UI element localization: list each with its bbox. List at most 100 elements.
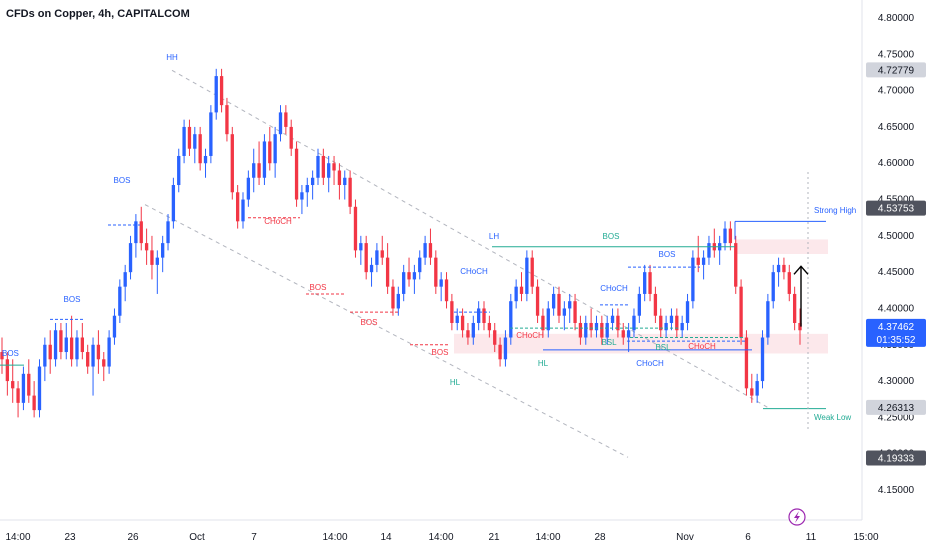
candle-body	[616, 315, 620, 331]
candle-body	[375, 250, 379, 265]
candle-body	[407, 272, 411, 280]
candle-body	[701, 257, 706, 265]
small-structure-label: BOS	[432, 348, 449, 357]
candle-body	[316, 155, 320, 178]
candle-body	[482, 308, 486, 323]
candle-body	[364, 243, 368, 273]
candle-body	[332, 163, 336, 171]
price-tag	[866, 450, 926, 466]
candle-body	[123, 272, 127, 287]
candle-body	[605, 322, 609, 338]
candle-body	[128, 243, 133, 273]
candle-body	[91, 344, 95, 367]
candle-body	[530, 257, 534, 287]
lh-label: LH	[489, 232, 499, 241]
candle-body	[723, 228, 727, 244]
candle-body	[321, 155, 326, 178]
candle-body	[541, 315, 545, 331]
candle-body	[546, 308, 550, 331]
candle-body	[503, 337, 508, 360]
candle-body	[348, 177, 352, 207]
candle-body	[578, 322, 583, 338]
candle-body	[412, 272, 417, 280]
candle-body	[16, 388, 20, 403]
small-structure-label: BSL	[601, 338, 617, 347]
x-tick-label: Oct	[189, 532, 205, 543]
small-structure-label: BSL	[655, 343, 671, 352]
candle-body	[428, 243, 433, 258]
price-tag-label: 4.19333	[878, 454, 915, 465]
candle-body	[241, 199, 245, 222]
y-tick-label: 4.30000	[878, 376, 915, 387]
candle-body	[225, 105, 229, 135]
candle-body	[166, 221, 170, 244]
candle-body	[514, 286, 518, 302]
candle-body	[610, 315, 615, 323]
candle-body	[455, 315, 459, 323]
small-structure-label: CHoCH	[688, 342, 716, 351]
candle-body	[305, 185, 309, 193]
candle-body	[707, 243, 711, 258]
price-tag	[866, 62, 926, 78]
candle-body	[423, 243, 427, 258]
candle-body	[675, 315, 679, 331]
candle-body	[219, 76, 224, 106]
candle-body	[734, 243, 738, 287]
candle-body	[562, 308, 567, 316]
candle-body	[118, 286, 122, 316]
candle-body	[59, 330, 63, 353]
candle-body	[787, 272, 791, 294]
x-tick-label: 6	[745, 532, 751, 543]
candle-body	[798, 322, 802, 331]
hh-label: HH	[166, 53, 178, 62]
candle-body	[198, 134, 202, 164]
candle-body	[782, 264, 786, 273]
weak-low-label: Weak Low	[814, 413, 851, 422]
candle-body	[385, 257, 390, 287]
candle-body	[444, 279, 449, 302]
hl-label-2: HL	[538, 359, 549, 368]
candle-body	[161, 243, 165, 258]
choch-label: CHoCH	[636, 359, 664, 368]
candle-body	[471, 322, 475, 338]
candle-body	[289, 126, 293, 149]
candle-body	[294, 148, 299, 200]
candle-body	[268, 141, 272, 164]
candle-body	[696, 257, 700, 265]
candle-body	[476, 308, 481, 323]
candle-body	[498, 344, 502, 360]
candle-body	[187, 126, 192, 149]
hl-label: HL	[450, 378, 461, 387]
candle-body	[418, 257, 422, 273]
y-tick-label: 4.25000	[878, 412, 915, 423]
y-tick-label: 4.40000	[878, 303, 915, 314]
candle-body	[466, 330, 470, 338]
candle-body	[776, 264, 781, 273]
x-tick-label: 21	[488, 532, 500, 543]
candle-body	[739, 286, 743, 338]
price-tag	[866, 318, 926, 347]
candle-body	[209, 112, 213, 156]
candle-body	[235, 192, 240, 222]
candle-body	[112, 315, 117, 338]
candle-body	[96, 344, 101, 360]
small-structure-label: BOS	[114, 176, 131, 185]
candle-body	[107, 337, 111, 367]
candle-body	[755, 381, 759, 396]
candle-body	[359, 243, 363, 251]
y-tick-label: 4.60000	[878, 158, 915, 169]
candle-body	[509, 301, 513, 338]
candle-body	[396, 293, 400, 309]
candle-body	[139, 221, 143, 244]
candle-body	[21, 373, 26, 403]
candle-body	[155, 257, 159, 265]
candle-body	[43, 344, 47, 367]
x-tick-label: 7	[251, 532, 257, 543]
candle-body	[369, 264, 374, 273]
channel-upper-line	[171, 69, 771, 410]
supply-zone	[735, 239, 828, 254]
candle-body	[182, 126, 186, 156]
candle-body	[525, 257, 529, 294]
x-tick-label: 14:00	[5, 532, 30, 543]
candle-body	[310, 177, 315, 186]
